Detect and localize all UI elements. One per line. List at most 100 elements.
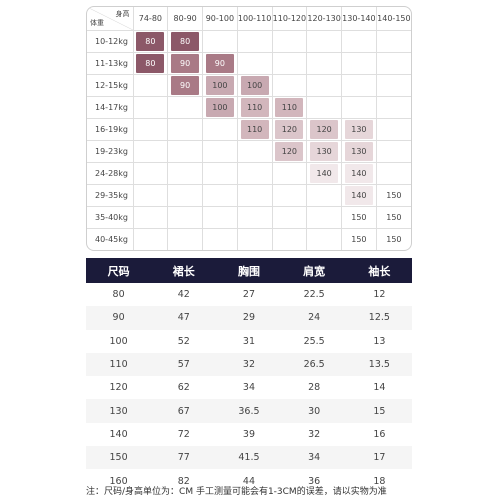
size-swatch: 140 [310, 163, 339, 183]
grid-cell: 80 [132, 51, 169, 75]
table-cell: 12 [373, 289, 386, 301]
weight-row: 11-13kg 80 90 90 [87, 51, 411, 75]
table-cell: 67 [177, 405, 190, 417]
table-cell: 140 [109, 428, 128, 440]
size-swatch: 120 [275, 119, 304, 139]
grid-cell: 140 [341, 183, 377, 207]
size-swatch: 80 [136, 31, 165, 51]
grid-cell [167, 183, 203, 207]
table-row: 130 67 36.5 30 15 [86, 399, 412, 423]
grid-cell [132, 117, 169, 141]
grid-cell [167, 117, 203, 141]
table-row: 90 47 29 24 12.5 [86, 306, 412, 330]
grid-cell: 140 [341, 161, 377, 185]
measurement-column-header: 尺码 [107, 264, 130, 278]
height-column-header: 110-120 [271, 7, 308, 31]
table-cell: 130 [109, 405, 128, 417]
grid-cell [236, 227, 273, 250]
weight-row: 24-28kg 140 140 [87, 161, 411, 185]
grid-cell [132, 227, 169, 250]
grid-cell [202, 117, 238, 141]
size-swatch: 100 [205, 75, 234, 95]
table-row: 100 52 31 25.5 13 [86, 330, 412, 353]
height-column-header: 140-150 [375, 7, 411, 31]
size-swatch: 130 [344, 141, 373, 161]
grid-header-row: 身高 体重 74-80 80-90 90-100 100-110 110-120 120-… [87, 7, 411, 31]
grid-cell [132, 183, 169, 207]
grid-cell: 150 [375, 227, 411, 250]
size-swatch: 80 [136, 53, 165, 73]
weight-row: 16-19kg 110 120 120 130 [87, 117, 411, 141]
table-cell: 110 [109, 359, 128, 371]
size-swatch: 90 [171, 75, 200, 95]
grid-cell: 120 [271, 139, 308, 163]
grid-cell [167, 139, 203, 163]
size-grid: 身高 体重 74-80 80-90 90-100 100-110 110-120 120-… [86, 6, 412, 251]
grid-cell [167, 95, 203, 119]
grid-cell [375, 95, 411, 119]
table-cell: 31 [242, 335, 256, 347]
table-cell: 90 [112, 312, 125, 324]
size-swatch: 130 [310, 141, 339, 161]
size-swatch: 140 [344, 163, 373, 183]
height-column-header: 130-140 [341, 7, 377, 31]
grid-cell: 110 [271, 95, 308, 119]
table-cell: 41.5 [238, 452, 260, 464]
grid-cell [306, 29, 342, 53]
table-row: 150 77 41.5 34 17 [86, 446, 412, 470]
grid-cell [167, 205, 203, 229]
size-swatch: 110 [240, 97, 269, 117]
grid-cell: 130 [341, 117, 377, 141]
height-column-header: 120-130 [306, 7, 342, 31]
grid-cell [132, 205, 169, 229]
grid-cell: 90 [167, 73, 203, 97]
grid-cell [271, 51, 308, 75]
table-cell: 18 [373, 475, 386, 487]
table-cell: 72 [177, 428, 190, 440]
grid-cell [375, 51, 411, 75]
grid-cell [202, 29, 238, 53]
table-row: 110 57 32 26.5 13.5 [86, 352, 412, 377]
size-swatch: 150 [379, 207, 408, 227]
grid-cell [132, 161, 169, 185]
measurement-column-header: 肩宽 [303, 264, 326, 278]
size-swatch: 120 [275, 141, 304, 161]
measurement-column-header: 裙长 [172, 264, 195, 278]
weight-row: 10-12kg 80 80 [87, 29, 411, 53]
grid-cell [271, 73, 308, 97]
table-cell: 15 [373, 405, 386, 417]
grid-corner: 身高 体重 [87, 7, 134, 31]
grid-cell [202, 139, 238, 163]
grid-cell [167, 161, 203, 185]
weight-row-label: 11-13kg [87, 51, 134, 75]
table-cell: 13 [373, 335, 386, 347]
height-column-header: 80-90 [167, 7, 203, 31]
table-cell: 77 [177, 452, 190, 464]
weight-row-label: 12-15kg [87, 73, 134, 97]
table-cell: 26.5 [303, 359, 325, 371]
size-swatch: 90 [171, 53, 200, 73]
table-cell: 150 [109, 452, 128, 464]
measurement-column-header: 袖长 [368, 264, 391, 278]
table-cell: 80 [112, 289, 125, 301]
table-cell: 57 [177, 359, 190, 371]
grid-cell [271, 205, 308, 229]
size-swatch: 140 [344, 185, 373, 205]
table-cell: 13.5 [368, 359, 390, 371]
grid-cell: 80 [167, 29, 203, 53]
grid-cell [375, 73, 411, 97]
table-cell: 28 [308, 382, 321, 394]
weight-row-label: 19-23kg [87, 139, 134, 163]
grid-cell [236, 51, 273, 75]
grid-cell: 150 [375, 183, 411, 207]
grid-cell [341, 95, 377, 119]
table-cell: 30 [308, 405, 321, 417]
grid-cell [236, 29, 273, 53]
grid-cell [167, 227, 203, 250]
size-swatch: 150 [344, 207, 373, 227]
size-swatch: 110 [275, 97, 304, 117]
size-swatch: 90 [205, 53, 234, 73]
weight-row-label: 29-35kg [87, 183, 134, 207]
corner-weight-label: 体重 [90, 18, 104, 27]
table-cell: 47 [177, 312, 190, 324]
